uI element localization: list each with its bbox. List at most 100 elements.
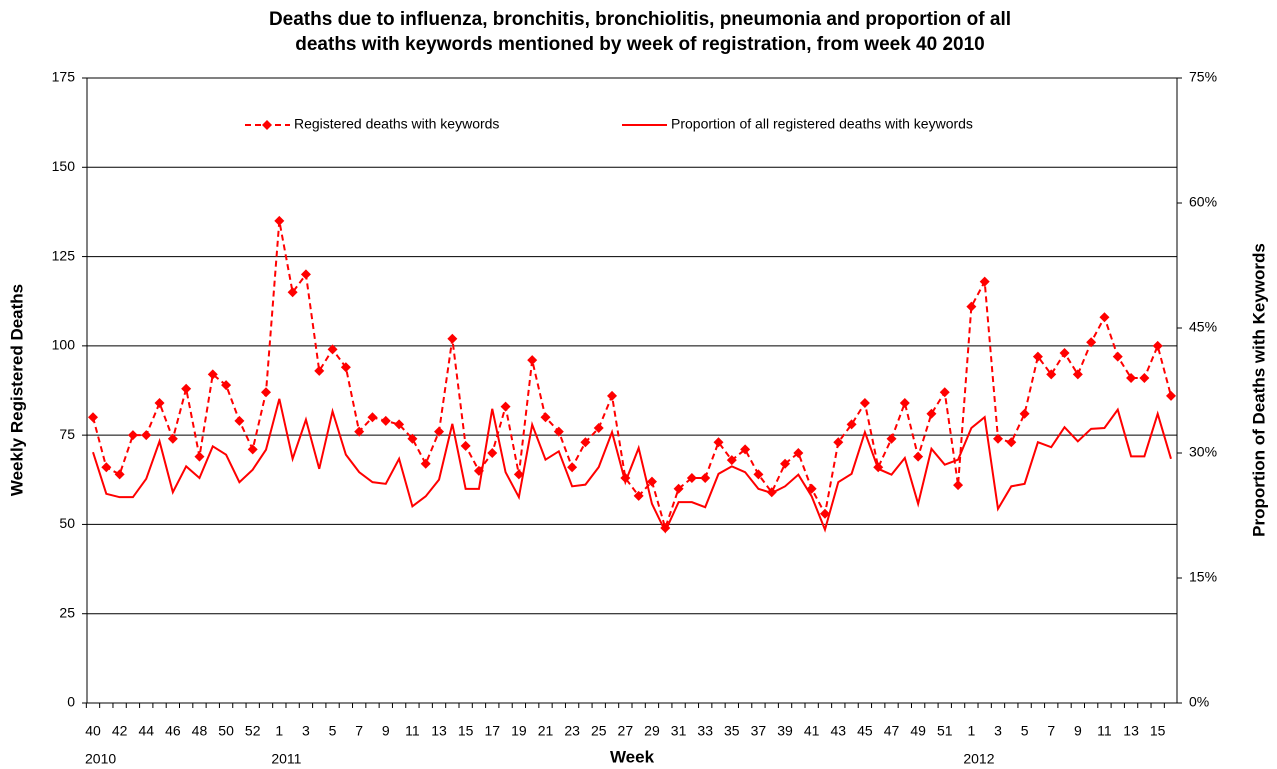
x-tick-label: 51	[937, 723, 953, 739]
y2-tick-label: 60%	[1189, 194, 1217, 210]
data-point	[979, 276, 990, 287]
data-point	[1099, 312, 1110, 323]
data-point	[154, 398, 165, 408]
data-point	[567, 462, 578, 473]
x-tick-label: 15	[1150, 723, 1166, 739]
data-point	[899, 398, 910, 408]
data-point	[966, 301, 977, 312]
x-axis-title: Week	[610, 747, 655, 766]
data-point	[394, 419, 405, 430]
data-point	[354, 426, 365, 437]
year-label: 2012	[963, 751, 994, 767]
data-point	[460, 440, 471, 451]
x-tick-label: 23	[564, 723, 580, 739]
x-tick-label: 39	[777, 723, 793, 739]
x-tick-label: 1	[275, 723, 283, 739]
data-point	[726, 455, 737, 466]
data-point	[673, 483, 684, 494]
data-point	[1046, 369, 1057, 380]
x-tick-label: 52	[245, 723, 261, 739]
data-point	[992, 433, 1003, 444]
y-tick-label: 175	[52, 69, 76, 85]
year-label: 2010	[85, 751, 116, 767]
y2-axis-title: Proportion of Deaths with Keywords	[1249, 243, 1268, 537]
y-tick-label: 0	[67, 694, 75, 710]
data-point	[540, 412, 551, 423]
y-tick-label: 150	[52, 158, 76, 174]
data-point	[340, 362, 351, 373]
data-point	[101, 462, 112, 473]
year-label: 2011	[271, 751, 301, 767]
data-point	[181, 383, 192, 394]
x-tick-label: 13	[431, 723, 447, 739]
data-point	[740, 444, 751, 455]
data-point	[646, 476, 657, 487]
data-point	[300, 269, 311, 280]
y-tick-label: 100	[52, 337, 76, 353]
data-point	[780, 458, 791, 469]
data-point	[88, 412, 98, 423]
y2-tick-label: 75%	[1189, 69, 1217, 85]
x-tick-label: 21	[538, 723, 554, 739]
x-tick-label: 40	[85, 723, 101, 739]
x-tick-label: 11	[1097, 723, 1112, 739]
data-point	[686, 473, 697, 483]
data-point	[633, 490, 644, 501]
data-point	[527, 355, 538, 366]
data-point	[913, 451, 924, 462]
data-point	[434, 426, 445, 437]
data-point	[926, 408, 937, 419]
x-tick-label: 31	[671, 723, 687, 739]
x-tick-label: 35	[724, 723, 740, 739]
x-tick-label: 41	[804, 723, 820, 739]
data-point	[194, 451, 205, 462]
data-point	[274, 215, 285, 226]
data-point	[1019, 408, 1030, 419]
series-line	[92, 398, 1172, 534]
x-tick-label: 25	[591, 723, 607, 739]
x-tick-label: 37	[751, 723, 767, 739]
legend-label: Proportion of all registered deaths with…	[671, 116, 973, 132]
x-tick-label: 13	[1123, 723, 1139, 739]
chart-title: Deaths due to influenza, bronchitis, bro…	[269, 9, 1011, 30]
data-point	[127, 430, 138, 441]
x-tick-label: 9	[382, 723, 390, 739]
x-tick-label: 9	[1074, 723, 1082, 739]
x-tick-label: 5	[1021, 723, 1029, 739]
x-tick-label: 1	[967, 723, 975, 739]
data-point	[580, 437, 591, 448]
x-tick-label: 11	[405, 723, 420, 739]
y-tick-label: 125	[52, 247, 76, 263]
data-point	[141, 430, 152, 441]
x-tick-label: 3	[994, 723, 1002, 739]
x-tick-label: 47	[884, 723, 900, 739]
data-point	[607, 390, 618, 401]
data-point	[380, 415, 391, 426]
data-point	[1139, 373, 1150, 383]
data-point	[487, 448, 498, 458]
data-point	[367, 412, 378, 423]
x-tick-label: 46	[165, 723, 181, 739]
x-tick-label: 49	[910, 723, 926, 739]
data-point	[207, 369, 218, 380]
data-point	[859, 398, 870, 408]
y-axis-title: Weekly Registered Deaths	[7, 284, 26, 496]
y-tick-label: 75	[59, 426, 75, 442]
data-point	[753, 469, 764, 480]
data-point	[167, 433, 178, 444]
data-point	[713, 437, 724, 448]
series-line	[92, 220, 1172, 532]
legend-marker	[262, 120, 272, 130]
y-tick-label: 50	[59, 515, 75, 531]
x-tick-label: 45	[857, 723, 873, 739]
data-point	[846, 419, 857, 430]
data-point	[553, 426, 564, 437]
data-point	[953, 480, 964, 491]
data-point	[234, 415, 245, 426]
x-tick-label: 17	[484, 723, 500, 739]
data-point	[939, 387, 950, 398]
x-tick-label: 44	[138, 723, 154, 739]
data-point	[114, 469, 125, 480]
y2-tick-label: 30%	[1189, 444, 1217, 460]
